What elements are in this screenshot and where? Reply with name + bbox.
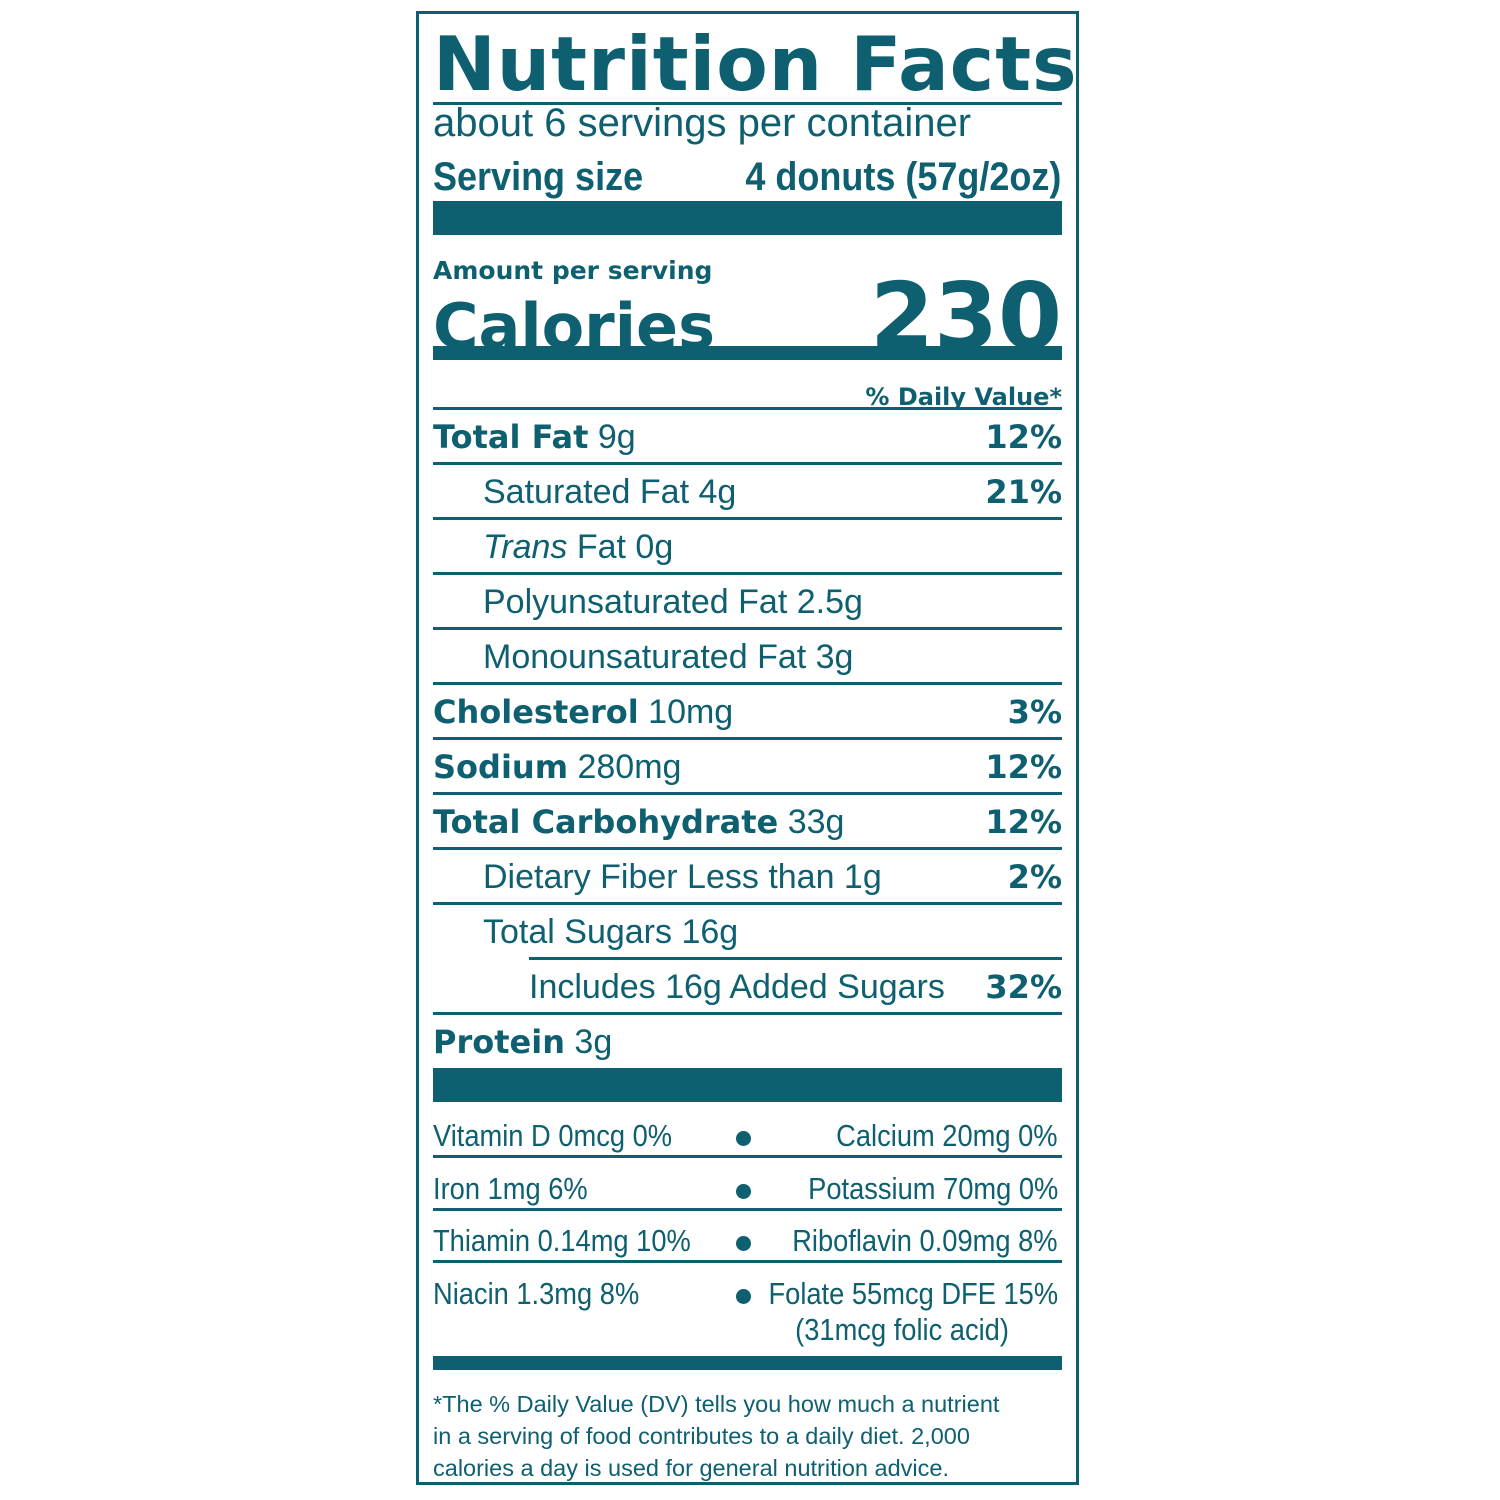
divider xyxy=(433,737,1062,740)
thick-divider xyxy=(433,1068,1062,1102)
servings-per-container: about 6 servings per container xyxy=(433,101,972,145)
nutrient-name: Saturated Fat 4g xyxy=(483,472,737,511)
nutrient-row-monounsaturated-fat: Monounsaturated Fat 3g xyxy=(433,630,1062,684)
divider xyxy=(433,1260,1062,1263)
divider xyxy=(433,407,1062,410)
daily-value-percent: 2% xyxy=(1007,858,1062,896)
niacin: Niacin 1.3mg 8% xyxy=(433,1276,640,1311)
daily-value-percent: 12% xyxy=(985,418,1062,456)
nutrient-row-polyunsaturated-fat: Polyunsaturated Fat 2.5g xyxy=(433,575,1062,629)
vitamin-d: Vitamin D 0mcg 0% xyxy=(433,1118,673,1153)
nutrient-name: Sodium xyxy=(433,747,569,786)
serving-size-value: 4 donuts (57g/2oz) xyxy=(745,155,1062,199)
vitamin-row: Niacin 1.3mg 8% Folate 55mcg DFE 15% (31… xyxy=(433,1268,1062,1348)
thiamin: Thiamin 0.14mg 10% xyxy=(433,1223,691,1258)
nutrient-name: Monounsaturated Fat 3g xyxy=(483,637,854,676)
nutrient-row-saturated-fat: Saturated Fat 4g 21% xyxy=(433,465,1062,519)
nutrient-row-trans-fat: Trans Fat 0g xyxy=(433,520,1062,574)
nutrient-amount: 280mg xyxy=(577,747,682,786)
divider xyxy=(433,102,1062,105)
nutrient-name: Cholesterol xyxy=(433,692,639,731)
nutrient-amount: 10mg xyxy=(648,692,734,731)
medium-divider xyxy=(433,346,1062,360)
nutrient-row-sodium: Sodium 280mg 12% xyxy=(433,740,1062,794)
daily-value-percent: 21% xyxy=(985,473,1062,511)
nutrient-row-protein: Protein 3g xyxy=(433,1015,1062,1069)
panel-title: Nutrition Facts xyxy=(433,20,1078,108)
nutrient-amount: 3g xyxy=(574,1022,613,1061)
divider xyxy=(433,1155,1062,1158)
thick-divider xyxy=(433,201,1062,235)
nutrient-row-total-carbohydrate: Total Carbohydrate 33g 12% xyxy=(433,795,1062,849)
vitamin-row: Iron 1mg 6% Potassium 70mg 0% xyxy=(433,1163,1062,1215)
divider xyxy=(433,627,1062,630)
footnote-line: *The % Daily Value (DV) tells you how mu… xyxy=(433,1391,1000,1417)
divider xyxy=(433,1208,1062,1211)
nutrient-name: Total Carbohydrate xyxy=(433,802,779,841)
divider xyxy=(433,847,1062,850)
daily-value-percent: 12% xyxy=(985,803,1062,841)
potassium: Potassium 70mg 0% xyxy=(807,1171,1058,1206)
footnote-line: calories a day is used for general nutri… xyxy=(433,1455,949,1481)
amount-per-serving: Amount per serving xyxy=(433,256,713,285)
nutrient-amount: 9g xyxy=(597,417,636,456)
nutrient-name: Polyunsaturated Fat 2.5g xyxy=(483,582,863,621)
bullet-icon xyxy=(736,1236,751,1251)
nutrient-name-italic: Trans xyxy=(483,527,568,566)
daily-value-header: % Daily Value* xyxy=(865,383,1062,411)
divider xyxy=(433,517,1062,520)
nutrient-name: Total Sugars 16g xyxy=(483,912,739,951)
nutrition-facts-panel: Nutrition Facts about 6 servings per con… xyxy=(416,11,1079,1485)
divider xyxy=(433,682,1062,685)
folate: Folate 55mcg DFE 15% xyxy=(768,1276,1058,1311)
footnote-line: in a serving of food contributes to a da… xyxy=(433,1423,970,1449)
nutrient-name: Dietary Fiber Less than 1g xyxy=(483,857,882,896)
nutrient-amount: 33g xyxy=(787,802,845,841)
divider xyxy=(433,462,1062,465)
bullet-icon xyxy=(736,1131,751,1146)
nutrient-row-cholesterol: Cholesterol 10mg 3% xyxy=(433,685,1062,739)
folic-acid: (31mcg folic acid) xyxy=(795,1312,1009,1347)
divider xyxy=(433,1012,1062,1015)
calcium: Calcium 20mg 0% xyxy=(836,1118,1058,1153)
nutrition-facts-content: Nutrition Facts about 6 servings per con… xyxy=(433,14,1078,1484)
serving-size-label: Serving size xyxy=(433,155,644,199)
bullet-icon xyxy=(736,1184,751,1199)
divider xyxy=(433,792,1062,795)
nutrient-name: Includes 16g Added Sugars xyxy=(529,967,945,1006)
daily-value-percent: 32% xyxy=(985,968,1062,1006)
bullet-icon xyxy=(736,1289,751,1304)
riboflavin: Riboflavin 0.09mg 8% xyxy=(792,1223,1058,1258)
daily-value-footnote: *The % Daily Value (DV) tells you how mu… xyxy=(433,1388,1062,1484)
nutrient-name: Total Fat xyxy=(433,417,589,456)
nutrient-name: Fat 0g xyxy=(576,527,674,566)
divider xyxy=(529,957,1062,960)
medium-divider xyxy=(433,1356,1062,1370)
serving-size-row: Serving size 4 donuts (57g/2oz) xyxy=(433,154,1061,200)
vitamin-row: Vitamin D 0mcg 0% Calcium 20mg 0% xyxy=(433,1110,1062,1162)
daily-value-percent: 12% xyxy=(985,748,1062,786)
nutrient-row-dietary-fiber: Dietary Fiber Less than 1g 2% xyxy=(433,850,1062,904)
divider xyxy=(433,902,1062,905)
nutrient-name: Protein xyxy=(433,1022,565,1061)
vitamin-row: Thiamin 0.14mg 10% Riboflavin 0.09mg 8% xyxy=(433,1215,1062,1267)
nutrient-row-total-sugars: Total Sugars 16g xyxy=(433,905,1062,959)
nutrient-row-added-sugars: Includes 16g Added Sugars 32% xyxy=(433,960,1062,1014)
divider xyxy=(433,572,1062,575)
iron: Iron 1mg 6% xyxy=(433,1171,588,1206)
daily-value-percent: 3% xyxy=(1007,693,1062,731)
nutrient-row-total-fat: Total Fat 9g 12% xyxy=(433,410,1062,464)
